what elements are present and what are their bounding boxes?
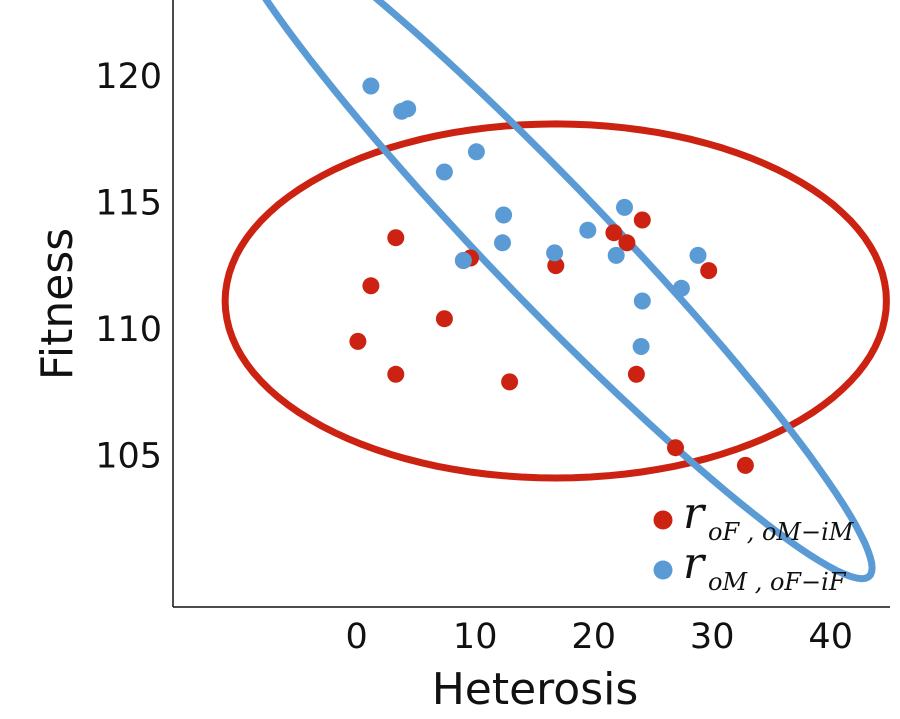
data-point-series-2 xyxy=(494,234,511,252)
confidence-ellipse-series-2 xyxy=(262,0,876,583)
data-point-series-2 xyxy=(399,100,417,118)
data-point-series-2 xyxy=(633,292,651,310)
legend-marker-series-1 xyxy=(653,510,673,530)
data-point-series-2 xyxy=(467,143,485,161)
y-tick-label: 120 xyxy=(95,57,162,97)
data-point-series-2 xyxy=(435,163,453,181)
data-point-series-1 xyxy=(349,332,367,350)
legend-label-series-1: r oF , oM−iM xyxy=(683,488,855,546)
data-point-series-1 xyxy=(700,262,718,280)
data-point-series-2 xyxy=(616,198,633,216)
data-point-series-1 xyxy=(736,456,754,474)
point-layer xyxy=(349,77,754,474)
x-tick-label: 20 xyxy=(571,617,616,657)
data-point-series-2 xyxy=(672,279,690,297)
data-point-series-1 xyxy=(618,234,636,252)
data-point-series-1 xyxy=(387,229,405,247)
y-axis-title: Fitness xyxy=(32,228,83,380)
x-tick-label: 30 xyxy=(690,617,735,657)
data-point-series-1 xyxy=(633,211,651,229)
data-point-series-2 xyxy=(689,246,707,264)
data-point-series-2 xyxy=(454,252,472,269)
data-point-series-1 xyxy=(435,310,453,328)
data-point-series-1 xyxy=(501,373,519,391)
y-tick-label: 115 xyxy=(95,183,162,223)
legend-label-series-2: r oM , oF−iF xyxy=(683,538,847,596)
legend: r oF , oM−iMr oM , oF−iF xyxy=(653,488,855,596)
data-point-series-1 xyxy=(605,224,623,242)
data-point-series-1 xyxy=(362,277,380,295)
data-point-series-1 xyxy=(667,439,684,457)
data-point-series-2 xyxy=(607,246,625,264)
tick-labels: 0 10 20 30 40 105 110 115 120 xyxy=(95,57,853,657)
data-point-series-2 xyxy=(362,77,380,95)
ellipse-layer xyxy=(221,0,890,583)
data-point-series-2 xyxy=(495,206,513,224)
axes xyxy=(172,0,890,608)
data-point-series-2 xyxy=(632,338,650,355)
legend-marker-series-2 xyxy=(653,560,673,580)
data-point-series-1 xyxy=(627,365,645,383)
x-tick-label: 10 xyxy=(453,617,498,657)
x-tick-label: 0 xyxy=(346,617,368,657)
y-tick-label: 110 xyxy=(95,310,162,350)
data-point-series-2 xyxy=(546,244,564,262)
data-point-series-1 xyxy=(387,365,405,383)
data-point-series-2 xyxy=(579,221,597,239)
confidence-ellipse-series-1 xyxy=(221,120,890,482)
y-tick-label: 105 xyxy=(95,436,162,476)
x-tick-label: 40 xyxy=(808,617,853,657)
data-point-series-1 xyxy=(547,257,565,275)
x-axis-title: Heterosis xyxy=(432,664,639,715)
